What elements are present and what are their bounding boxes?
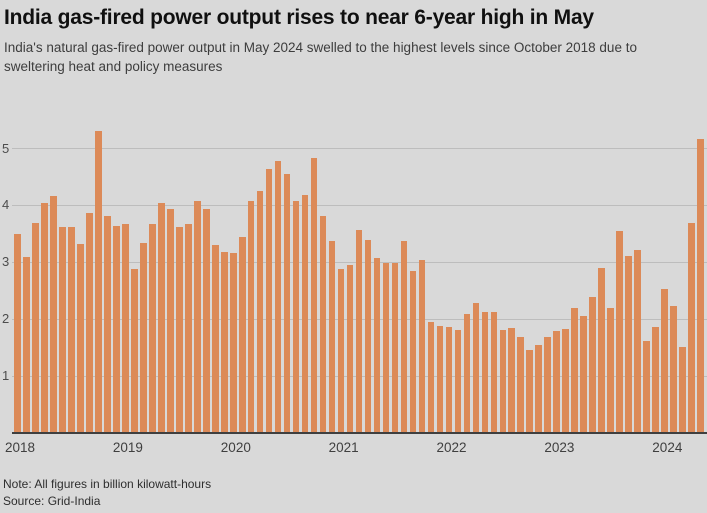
bar-2020-Apr xyxy=(256,191,264,433)
bar-2022-Apr xyxy=(472,303,480,433)
bar-2018-Jun xyxy=(59,227,66,433)
bar-2022-Aug xyxy=(508,328,516,433)
bar-2021-Jun xyxy=(382,263,390,433)
x-tick-label-2024: 2024 xyxy=(652,440,683,455)
bar-2021-Jan xyxy=(337,269,345,433)
bar-2022-Jul xyxy=(499,330,507,433)
bar-2020-Jun xyxy=(274,161,282,433)
x-tick-label-2019: 2019 xyxy=(112,440,143,455)
bar-2024-Feb xyxy=(670,305,678,433)
bar-2023-Jun xyxy=(598,268,606,433)
bar-2018-Sep xyxy=(85,213,93,433)
bar-2023-Sep xyxy=(625,255,633,433)
bar-2023-Dec xyxy=(652,326,660,433)
bar-2022-Sep xyxy=(517,336,525,433)
bar-2020-Aug xyxy=(292,201,300,433)
chart-subtitle-line2: sweltering heat and policy measures xyxy=(4,59,223,74)
bar-2019-Oct xyxy=(202,209,210,433)
x-tick-label-2020: 2020 xyxy=(220,440,251,455)
bar-2023-Jul xyxy=(607,308,615,433)
bar-2024-Jan xyxy=(661,288,669,433)
bar-2023-Oct xyxy=(634,250,642,433)
bar-2023-May xyxy=(589,297,597,433)
x-tick-label-2023: 2023 xyxy=(544,440,575,455)
bar-2018-May xyxy=(50,195,57,433)
bar-2021-Feb xyxy=(346,265,354,433)
bar-2019-Jun xyxy=(166,209,174,433)
bar-2023-Feb xyxy=(562,329,570,433)
bar-2020-Jul xyxy=(283,174,291,433)
bar-2021-Aug xyxy=(400,241,408,433)
bar-2020-Jan xyxy=(229,253,237,433)
x-tick-label-2018: 2018 xyxy=(5,440,36,455)
bar-2018-Dec xyxy=(112,225,120,433)
y-tick-label-4: 4 xyxy=(2,197,10,213)
x-tick-label-2021: 2021 xyxy=(328,440,359,455)
bar-2022-Oct xyxy=(526,349,534,433)
bar-2023-Nov xyxy=(643,340,651,433)
bar-2019-Sep xyxy=(193,200,201,433)
bar-2018-Jul xyxy=(67,227,75,433)
bar-2020-Dec xyxy=(328,240,336,433)
bar-2021-Oct xyxy=(418,260,426,433)
bar-2019-Jan xyxy=(121,224,129,433)
bar-2021-Mar xyxy=(355,229,363,433)
bar-2022-Jan xyxy=(445,327,453,433)
note-text: Note: All figures in billion kilowatt-ho… xyxy=(3,477,212,491)
bar-2021-Jul xyxy=(391,263,399,433)
bar-2018-Feb xyxy=(23,256,30,433)
bar-2023-Mar xyxy=(571,308,579,433)
y-tick-label-2: 2 xyxy=(2,311,10,327)
bar-2020-Mar xyxy=(247,200,255,433)
bar-2018-Mar xyxy=(32,222,39,433)
bar-2020-Feb xyxy=(238,237,246,433)
bar-2023-Apr xyxy=(580,315,588,433)
bar-2019-May xyxy=(157,202,165,433)
bar-2023-Aug xyxy=(616,231,624,433)
bar-2022-Mar xyxy=(463,314,471,433)
bar-2024-Apr xyxy=(688,223,696,433)
bar-2022-Jun xyxy=(490,312,498,433)
x-tick-label-2022: 2022 xyxy=(436,440,467,455)
bar-2021-May xyxy=(373,258,381,433)
bar-2021-Sep xyxy=(409,270,417,433)
chart-subtitle-line1: India's natural gas-fired power output i… xyxy=(4,40,637,55)
bar-2024-Mar xyxy=(679,346,687,433)
bar-2018-Aug xyxy=(76,243,84,433)
chart-subtitle: India's natural gas-fired power output i… xyxy=(4,38,694,76)
bar-2018-Nov xyxy=(103,216,111,433)
source-text: Source: Grid-India xyxy=(3,494,101,508)
bar-2019-Mar xyxy=(139,243,147,433)
bar-2020-May xyxy=(265,169,273,433)
bar-2018-Apr xyxy=(41,202,48,433)
x-axis-line xyxy=(12,432,707,434)
bar-2019-Aug xyxy=(184,224,192,433)
bar-2019-Dec xyxy=(220,252,228,433)
bar-2022-May xyxy=(481,312,489,433)
bar-2021-Dec xyxy=(436,325,444,433)
chart-title: India gas-fired power output rises to ne… xyxy=(4,6,594,29)
bar-2020-Oct xyxy=(310,158,318,433)
y-tick-label-5: 5 xyxy=(2,140,10,156)
bar-2024-May xyxy=(697,138,704,433)
y-tick-label-1: 1 xyxy=(2,368,10,384)
y-tick-label-3: 3 xyxy=(2,254,10,270)
bar-2019-Jul xyxy=(175,226,183,433)
bar-2020-Sep xyxy=(301,194,309,433)
bar-2022-Feb xyxy=(454,330,462,433)
bar-2019-Nov xyxy=(211,245,219,433)
gridline-4 xyxy=(12,204,707,206)
bar-2021-Nov xyxy=(427,322,435,433)
bar-2019-Feb xyxy=(130,269,138,433)
bar-2021-Apr xyxy=(364,240,372,433)
gridline-5 xyxy=(12,148,707,149)
bar-2023-Jan xyxy=(553,330,561,433)
bar-2018-Oct xyxy=(94,131,102,433)
bar-2022-Dec xyxy=(544,337,552,433)
bar-2022-Nov xyxy=(535,345,543,433)
bar-2020-Nov xyxy=(319,215,327,433)
bar-2018-Jan xyxy=(14,233,21,433)
bar-2019-Apr xyxy=(148,223,156,433)
